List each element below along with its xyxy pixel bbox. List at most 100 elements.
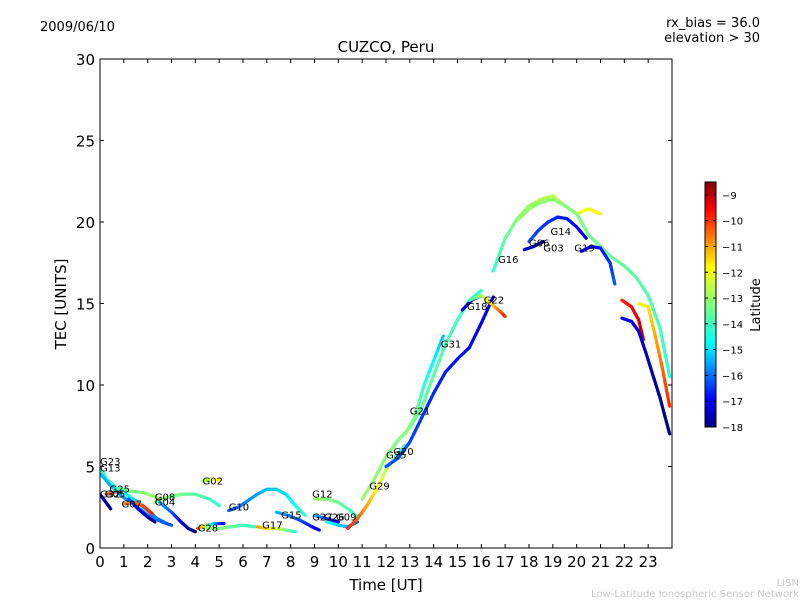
prn-label-G08: G08 xyxy=(155,493,175,504)
colorbar-tick-label: −17 xyxy=(722,397,743,408)
series-G15-14 xyxy=(274,510,321,532)
colorbar-tick-label: −18 xyxy=(722,423,743,434)
series-unlabeled-29 xyxy=(620,298,646,341)
tec-trace-segment xyxy=(666,426,672,436)
series-G32-3 xyxy=(105,490,116,496)
prn-label-G29: G29 xyxy=(369,481,389,492)
colorbar-tick-label: −9 xyxy=(722,191,737,202)
series-G27-16 xyxy=(312,513,340,524)
colorbar-tick-label: −13 xyxy=(722,294,743,305)
y-tick-label: 5 xyxy=(85,459,95,477)
colorbar-tick-label: −11 xyxy=(722,242,743,253)
prn-label-G18: G18 xyxy=(467,302,487,313)
x-tick-label: 18 xyxy=(519,553,538,571)
ticks-layer: 0 1 2 3 4 5 6 7 8 9 10 11 12 13 14 15 16 17 18 19 20 21 22 2305… xyxy=(76,51,672,571)
x-tick-label: 4 xyxy=(191,553,201,571)
tec-trace-segment xyxy=(354,520,359,525)
series-G25-2 xyxy=(100,494,113,511)
prn-label-G16: G16 xyxy=(498,255,518,266)
tec-trace-segment xyxy=(440,334,445,342)
prn-label-G12: G12 xyxy=(312,490,332,501)
series-G02-9 xyxy=(200,477,221,483)
plot-frame xyxy=(99,58,673,549)
tec-trace-segment xyxy=(596,211,603,216)
prn-label-G26: G26 xyxy=(324,512,344,523)
y-axis-label: TEC [UNITS] xyxy=(52,259,70,351)
prn-label-G15: G15 xyxy=(281,511,301,522)
y-tick-label: 20 xyxy=(76,214,95,232)
prn-label-G03: G03 xyxy=(543,243,563,254)
x-tick-label: 21 xyxy=(591,553,610,571)
tec-trace-segment xyxy=(502,314,507,319)
date-label: 2009/06/10 xyxy=(40,20,115,35)
prn-label-G09: G09 xyxy=(336,512,356,523)
series-G21-20 xyxy=(384,295,495,469)
series-G23-0 xyxy=(100,468,159,500)
series-G06-25 xyxy=(522,239,545,252)
tec-trace-segment xyxy=(149,510,155,516)
tec-trace-segment xyxy=(666,398,672,408)
colorbar-tick-label: −10 xyxy=(722,217,743,228)
prn-label-G27: G27 xyxy=(312,512,332,523)
series-G04-8 xyxy=(157,500,197,534)
tec-trace-segment xyxy=(666,367,672,379)
series-G03-6 xyxy=(127,497,157,524)
footer-network: Low-Latitude Ionospheric Sensor Network xyxy=(591,589,799,600)
prn-label-G22: G22 xyxy=(484,296,504,307)
tec-trace-segment xyxy=(401,443,407,449)
prn-label-G20: G20 xyxy=(393,447,413,458)
prn-label-G32: G32 xyxy=(100,490,120,501)
x-tick-label: 20 xyxy=(567,553,586,571)
series-G17-12 xyxy=(205,523,257,531)
prn-label-G13: G13 xyxy=(100,463,120,474)
prn-label-G02: G02 xyxy=(203,476,223,487)
tec-trace-segment xyxy=(301,512,307,518)
elevation-label: elevation > 30 xyxy=(664,31,760,46)
prn-label-G07: G07 xyxy=(122,499,142,510)
y-tick-label: 15 xyxy=(76,296,95,314)
x-tick-label: 23 xyxy=(639,553,658,571)
colorbar-tick-label: −16 xyxy=(722,371,743,382)
x-tick-label: 22 xyxy=(615,553,634,571)
prn-label-G14: G14 xyxy=(551,227,571,238)
tec-trace-segment xyxy=(153,495,159,500)
tec-trace-segment xyxy=(168,523,174,527)
series-G28-10 xyxy=(196,521,226,531)
series-G31-21 xyxy=(403,334,445,436)
tec-trace-segment xyxy=(192,529,197,534)
tec-trace-segment xyxy=(163,521,169,526)
prn-label-G10: G10 xyxy=(229,503,249,514)
tec-trace-segment xyxy=(152,519,157,524)
series-G08-7 xyxy=(153,492,221,508)
y-tick-label: 25 xyxy=(76,133,95,151)
x-tick-label: 11 xyxy=(353,553,372,571)
prn-label-G05: G05 xyxy=(105,490,125,501)
colorbar-label: Latitude xyxy=(749,278,764,332)
tec-trace-segment xyxy=(477,288,483,294)
footer-lisn: LISN xyxy=(777,578,799,589)
tec-trace-segment xyxy=(612,278,617,286)
tec-trace-segment xyxy=(540,239,545,244)
prn-label-G28: G28 xyxy=(198,524,218,535)
x-tick-label: 1 xyxy=(119,553,129,571)
tec-trace-segment xyxy=(489,295,495,303)
x-tick-label: 0 xyxy=(95,553,105,571)
x-tick-label: 2 xyxy=(143,553,153,571)
x-tick-label: 5 xyxy=(214,553,224,571)
x-tick-label: 7 xyxy=(262,553,272,571)
x-tick-label: 13 xyxy=(400,553,419,571)
series-G03-26 xyxy=(527,215,588,244)
prn-label-G23: G23 xyxy=(100,457,120,468)
x-tick-label: 9 xyxy=(310,553,320,571)
chart-title: CUZCO, Peru xyxy=(338,38,435,56)
y-tick-label: 10 xyxy=(76,377,95,395)
colorbar-ticks: −9 −10 −11 −12 −13 −14 −15 −16 −17 −18 xyxy=(705,191,743,434)
prn-label-G21: G21 xyxy=(410,406,430,417)
colorbar xyxy=(704,181,717,428)
series-unlabeled-31 xyxy=(637,301,672,408)
series-G29-18 xyxy=(346,443,407,531)
tec-trace-segment xyxy=(108,506,113,511)
prn-label-G06: G06 xyxy=(529,238,549,249)
